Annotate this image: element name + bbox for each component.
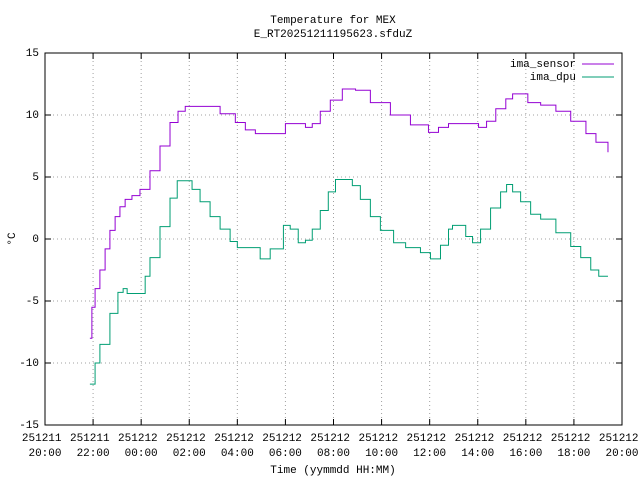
y-tick-label: 0 — [32, 234, 39, 246]
plot-border — [44, 52, 623, 426]
y-tick-label: 15 — [26, 48, 39, 60]
x-tick-label: 251212 10:00 — [358, 433, 404, 460]
x-tick-label: 251212 18:00 — [551, 433, 597, 460]
legend-label: ima_dpu — [530, 72, 576, 84]
series-line — [89, 88, 609, 339]
x-axis-label: Time (yymmdd HH:MM) — [270, 465, 395, 477]
x-tick-label: 251212 04:00 — [214, 433, 260, 460]
x-tick-label: 251211 20:00 — [22, 433, 68, 460]
y-tick-label: -5 — [26, 296, 39, 308]
y-axis-label: °C — [7, 232, 19, 246]
x-tick-label: 251212 00:00 — [118, 433, 164, 460]
y-tick-label: 10 — [26, 110, 39, 122]
x-tick-label: 251212 06:00 — [262, 433, 308, 460]
x-tick-label: 251212 12:00 — [407, 433, 453, 460]
chart-subtitle: E_RT20251211195623.sfduZ — [254, 29, 413, 41]
legend-label: ima_sensor — [510, 59, 576, 71]
y-tick-label: -15 — [19, 420, 39, 432]
x-tick-label: 251212 20:00 — [599, 433, 640, 460]
y-tick-label: 5 — [32, 172, 39, 184]
x-tick-label: 251212 16:00 — [503, 433, 549, 460]
series-line — [89, 178, 608, 385]
x-tick-label: 251211 22:00 — [70, 433, 116, 460]
y-tick-label: -10 — [19, 358, 39, 370]
x-tick-label: 251212 14:00 — [455, 433, 501, 460]
x-tick-label: 251212 02:00 — [166, 433, 212, 460]
x-tick-label: 251212 08:00 — [310, 433, 356, 460]
chart-title: Temperature for MEX — [270, 15, 396, 27]
